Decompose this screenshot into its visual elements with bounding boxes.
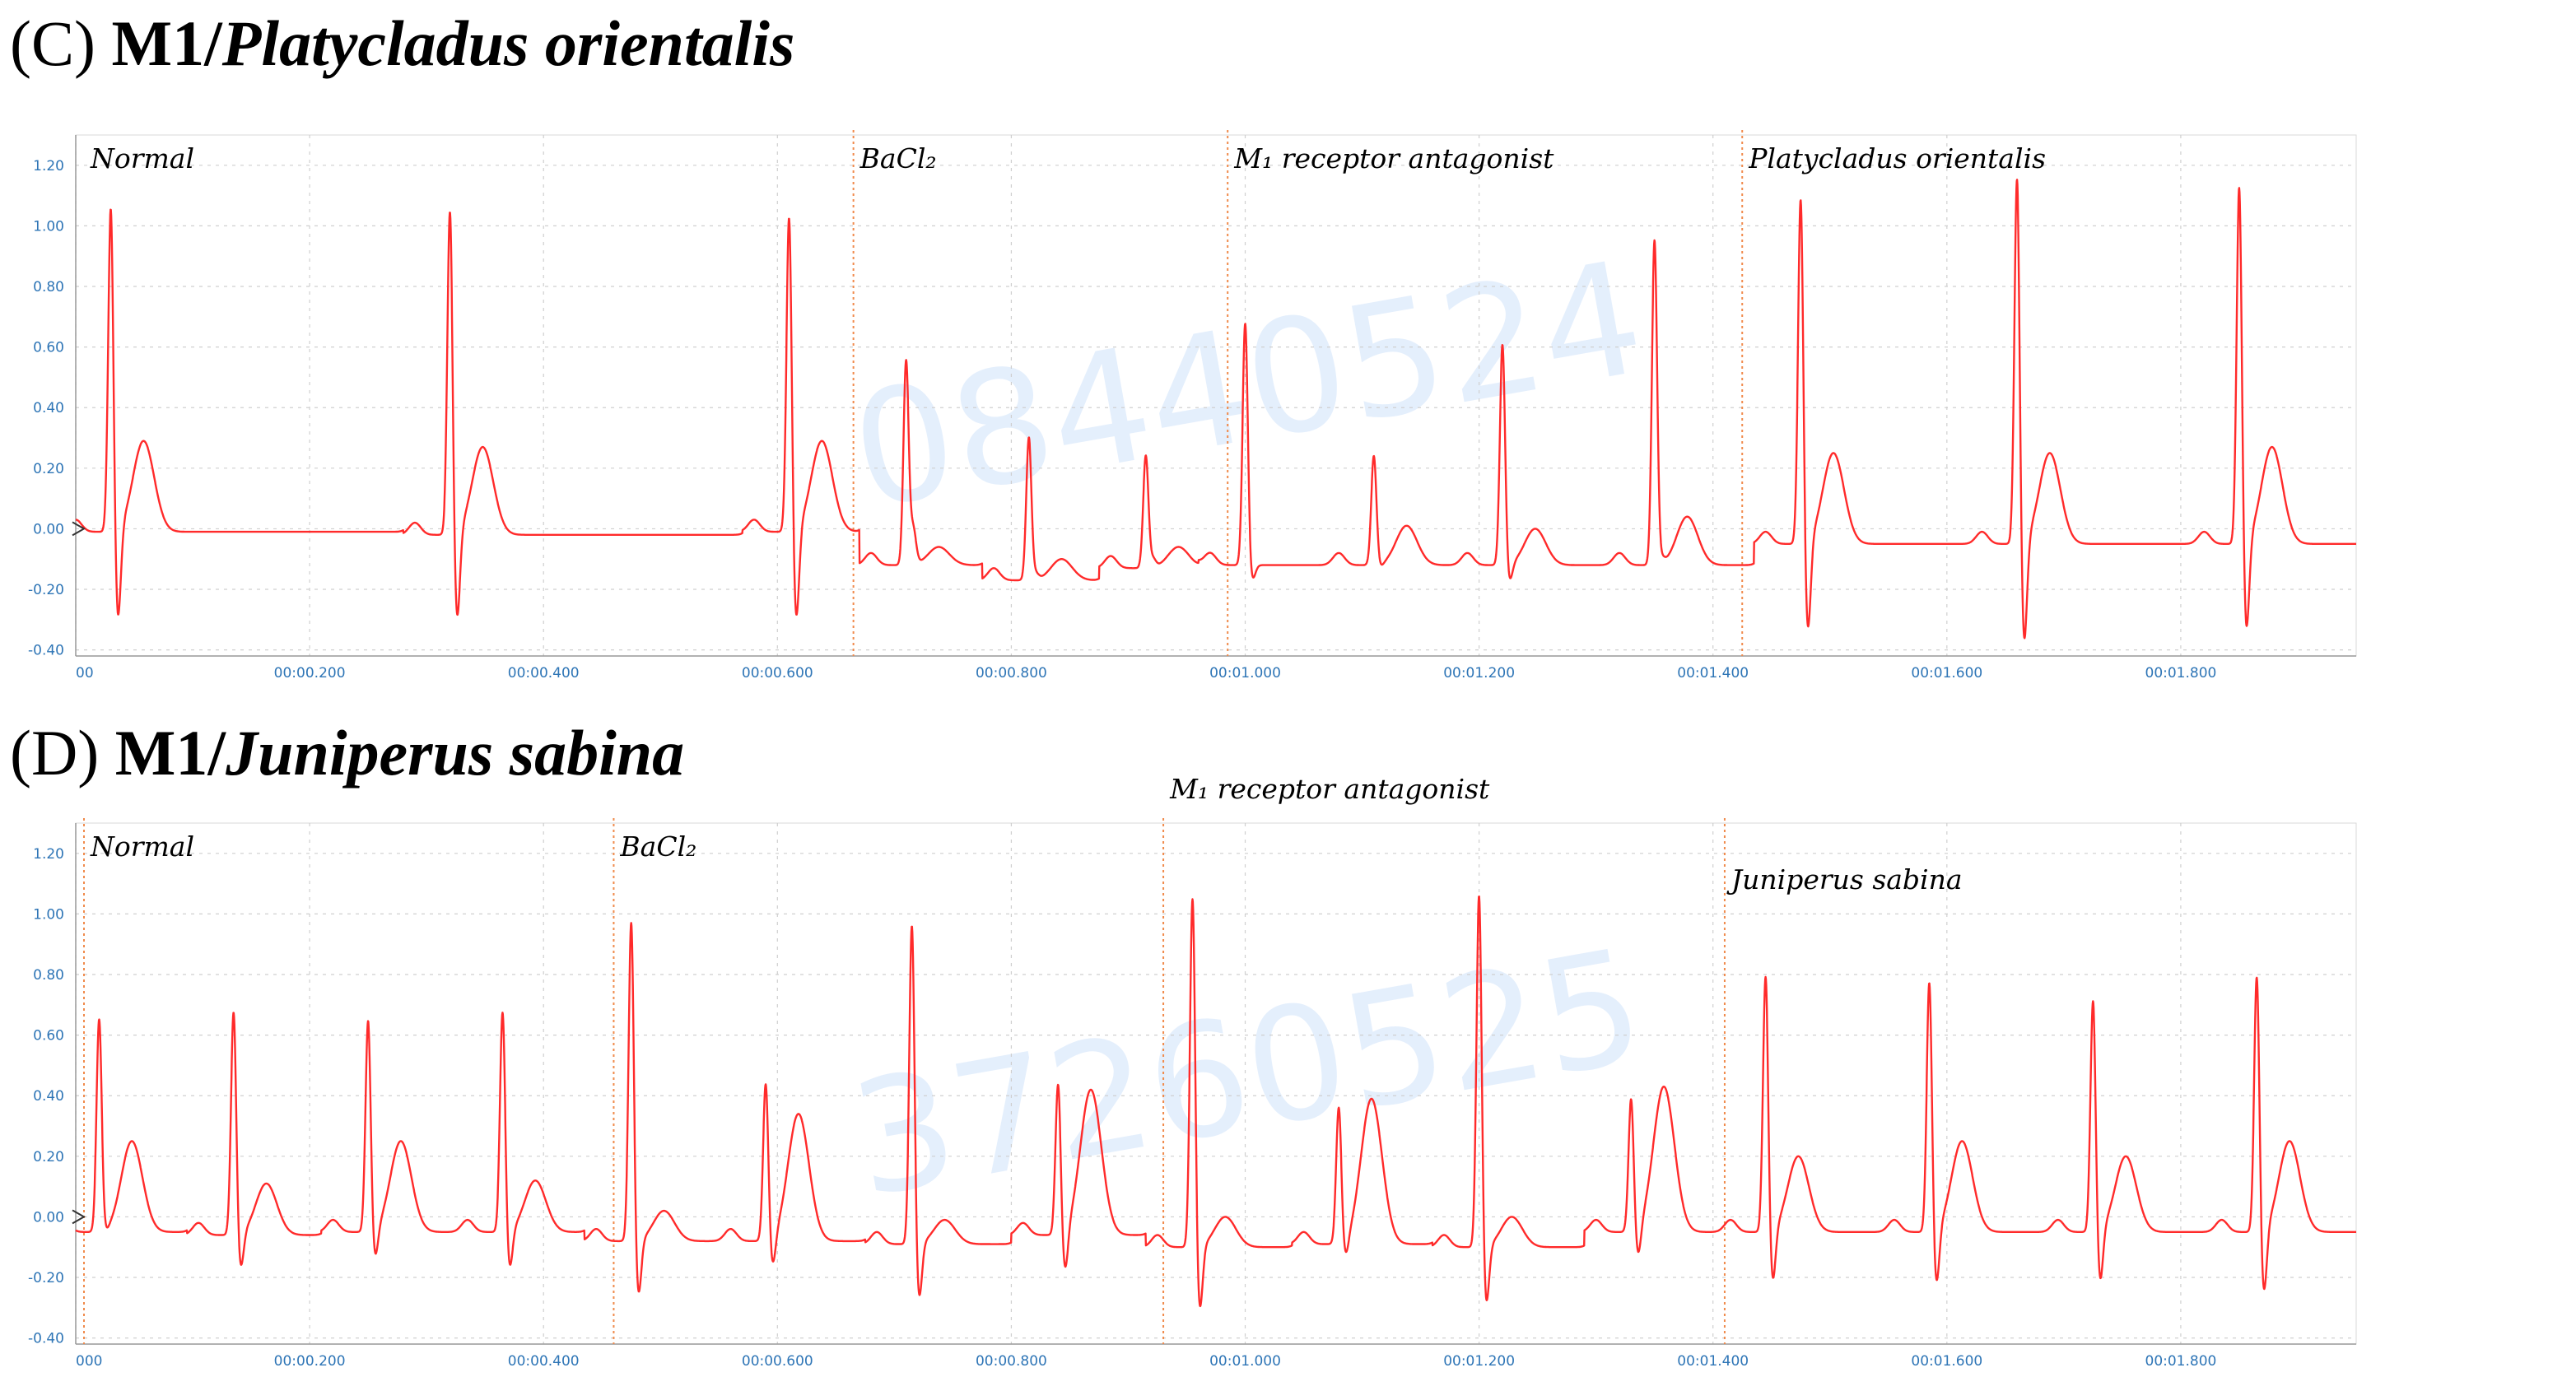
x-tick-label: 00: [76, 665, 94, 682]
baseline-cursor-icon: [72, 1209, 86, 1225]
event-annotation: M₁ receptor antagonist: [1233, 142, 1554, 174]
y-tick-label: 0.60: [33, 340, 64, 356]
y-tick-label: 1.00: [33, 906, 64, 923]
x-tick-label: 00:01.200: [1443, 665, 1515, 682]
x-tick-label: 00:01.800: [2145, 1353, 2217, 1370]
x-tick-label: 00:01.800: [2145, 665, 2217, 682]
plot-area: [75, 822, 2357, 1345]
panel-label: (C): [10, 7, 95, 79]
panel-label: (D): [10, 717, 100, 789]
ecg-trace: [75, 896, 2357, 1308]
x-tick-label: 00:00.800: [976, 1353, 1047, 1370]
event-annotation: BaCl₂: [619, 830, 696, 863]
x-tick-label: 00:01.400: [1677, 1353, 1749, 1370]
y-tick-label: 1.20: [33, 158, 64, 174]
y-tick-label: 0.60: [33, 1028, 64, 1044]
x-tick-label: 00:01.200: [1443, 1353, 1515, 1370]
baseline-cursor-icon: [72, 521, 86, 537]
panel-title: (C) M1/Platycladus orientalis: [10, 12, 794, 76]
x-tick-label: 00:01.600: [1911, 665, 1982, 682]
y-tick-label: 0.40: [33, 400, 64, 416]
panel-species: Juniperus sabina: [226, 717, 685, 789]
panel-species: Platycladus orientalis: [221, 7, 795, 79]
y-tick-label: 0.80: [33, 279, 64, 295]
x-tick-label: 00:01.000: [1209, 665, 1281, 682]
panel-c: (C) M1/Platycladus orientalis 08440524 1.…: [0, 0, 2576, 688]
panel-model: M1/: [114, 717, 226, 789]
event-annotation: BaCl₂: [859, 142, 937, 174]
x-tick-label: 000: [76, 1353, 102, 1370]
x-tick-label: 00:00.600: [742, 1353, 813, 1370]
ecg-chart: 372605251.201.000.800.600.400.200.00-0.2…: [28, 773, 2357, 1370]
y-tick-label: 0.40: [33, 1088, 64, 1105]
x-tick-label: 00:00.800: [976, 665, 1047, 682]
y-tick-label: 0.00: [33, 521, 64, 537]
event-annotation: Normal: [90, 142, 194, 174]
event-annotation: Platycladus orientalis: [1748, 142, 2046, 174]
ecg-chart: 084405241.201.000.800.600.400.200.00-0.2…: [28, 130, 2357, 682]
x-tick-label: 00:00.600: [742, 665, 813, 682]
event-annotation: Juniperus sabina: [1726, 863, 1963, 896]
y-tick-label: 1.00: [33, 218, 64, 235]
x-tick-label: 00:01.000: [1209, 1353, 1281, 1370]
event-annotation: Normal: [90, 830, 194, 863]
y-tick-label: 0.80: [33, 967, 64, 984]
y-tick-label: 0.20: [33, 1149, 64, 1165]
x-tick-label: 00:00.400: [508, 665, 580, 682]
y-tick-label: 1.20: [33, 846, 64, 863]
y-tick-label: -0.40: [28, 643, 64, 659]
ecg-trace: [75, 179, 2357, 640]
panel-title: (D) M1/Juniperus sabina: [10, 721, 684, 785]
x-tick-label: 00:00.400: [508, 1353, 580, 1370]
x-tick-label: 00:00.200: [274, 665, 346, 682]
y-tick-label: -0.20: [28, 1270, 64, 1286]
panel-model: M1/: [111, 7, 222, 79]
x-tick-label: 00:01.600: [1911, 1353, 1982, 1370]
y-tick-label: -0.40: [28, 1331, 64, 1347]
x-tick-label: 00:01.400: [1677, 665, 1749, 682]
panel-d: (D) M1/Juniperus sabina 37260525 1.20 1.00…: [0, 688, 2576, 1377]
x-tick-label: 00:00.200: [274, 1353, 346, 1370]
y-tick-label: 0.00: [33, 1209, 64, 1226]
event-annotation: M₁ receptor antagonist: [1169, 773, 1490, 805]
y-tick-label: -0.20: [28, 582, 64, 598]
y-tick-label: 0.20: [33, 461, 64, 477]
